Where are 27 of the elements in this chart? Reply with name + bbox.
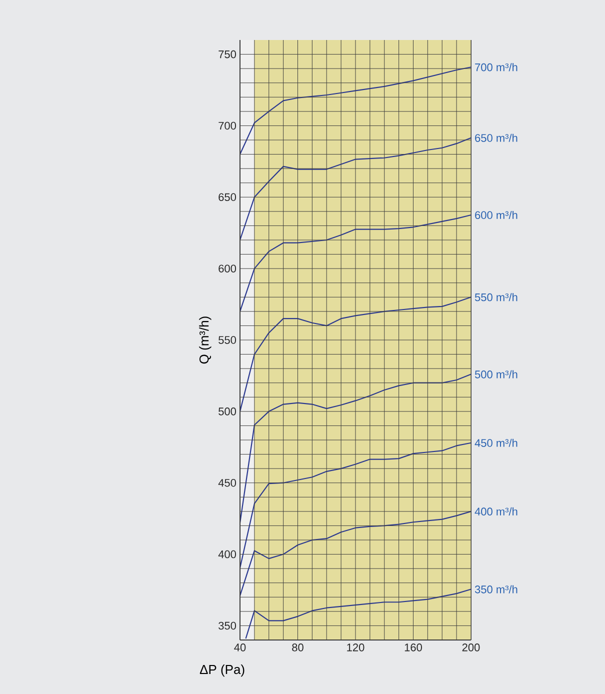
x-tick-label: 40 — [234, 644, 246, 652]
line-series — [239, 442, 472, 568]
series-label: 400 m³/h — [474, 507, 518, 516]
series-label: 550 m³/h — [474, 293, 518, 302]
series-label: 600 m³/h — [475, 210, 518, 220]
y-tick-label: 600 — [218, 264, 236, 272]
series-label: 650 m³/h — [475, 134, 518, 142]
y-tick-label: 450 — [218, 478, 236, 487]
y-tick-label: 700 — [218, 122, 236, 130]
y-axis-title: Q (m³/h) — [199, 316, 212, 364]
x-tick-label: 80 — [292, 644, 304, 652]
series-label: 500 m³/h — [474, 370, 518, 378]
y-tick-label: 650 — [218, 193, 236, 202]
y-tick-label: 750 — [218, 50, 236, 58]
y-tick-label: 550 — [218, 336, 236, 344]
y-tick-label: 500 — [218, 408, 236, 416]
series-label: 350 m³/h — [474, 585, 518, 594]
line-series — [239, 296, 472, 412]
series-label: 700 m³/h — [475, 63, 518, 72]
x-tick-label: 200 — [462, 644, 480, 652]
y-tick-label: 350 — [218, 622, 236, 630]
x-tick-label: 160 — [404, 644, 422, 652]
y-tick-label: 400 — [218, 550, 236, 558]
x-axis-title: ΔP (Pa) — [200, 664, 244, 677]
line-series — [239, 510, 472, 596]
series-label: 450 m³/h — [474, 438, 518, 447]
x-tick-label: 120 — [347, 644, 364, 652]
